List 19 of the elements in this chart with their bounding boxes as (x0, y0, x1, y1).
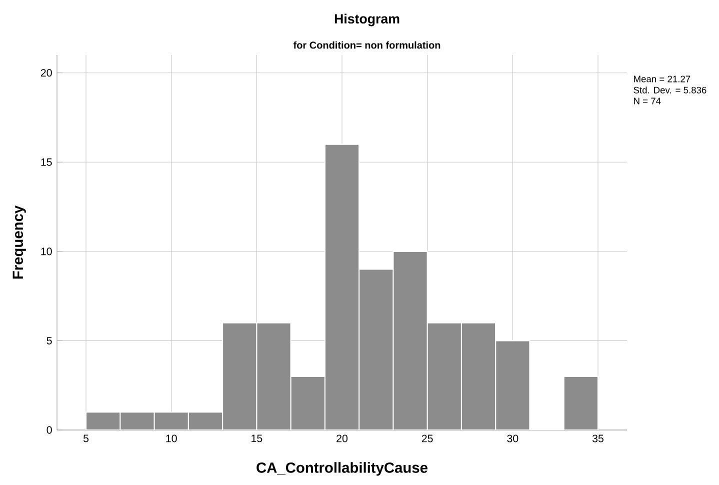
x-tick-label: 5 (83, 434, 89, 442)
text: Std. Dev. = 5.836 (634, 86, 706, 94)
chart-subtitle: for Condition= non formulation (293, 41, 440, 49)
text: Mean = 21.27 (634, 76, 690, 82)
y-tick-label: 5 (46, 336, 52, 344)
x-tick-label: 10 (166, 434, 177, 442)
x-tick-label: 30 (507, 434, 518, 442)
y-tick-label: 0 (46, 426, 52, 434)
x-tick-label: 15 (252, 434, 262, 442)
y-tick-label: 20 (40, 69, 52, 77)
chart-title: Histogram (334, 14, 400, 26)
y-axis-title: Frequency (12, 205, 26, 279)
text: N = 74 (634, 98, 661, 104)
x-tick-label: 35 (592, 434, 604, 442)
x-axis-title: CA_ControllabilityCause (256, 462, 428, 476)
y-tick-label: 15 (41, 158, 52, 166)
y-tick-label: 10 (41, 248, 52, 256)
x-tick-label: 25 (422, 434, 433, 442)
x-tick-label: 20 (336, 434, 348, 442)
